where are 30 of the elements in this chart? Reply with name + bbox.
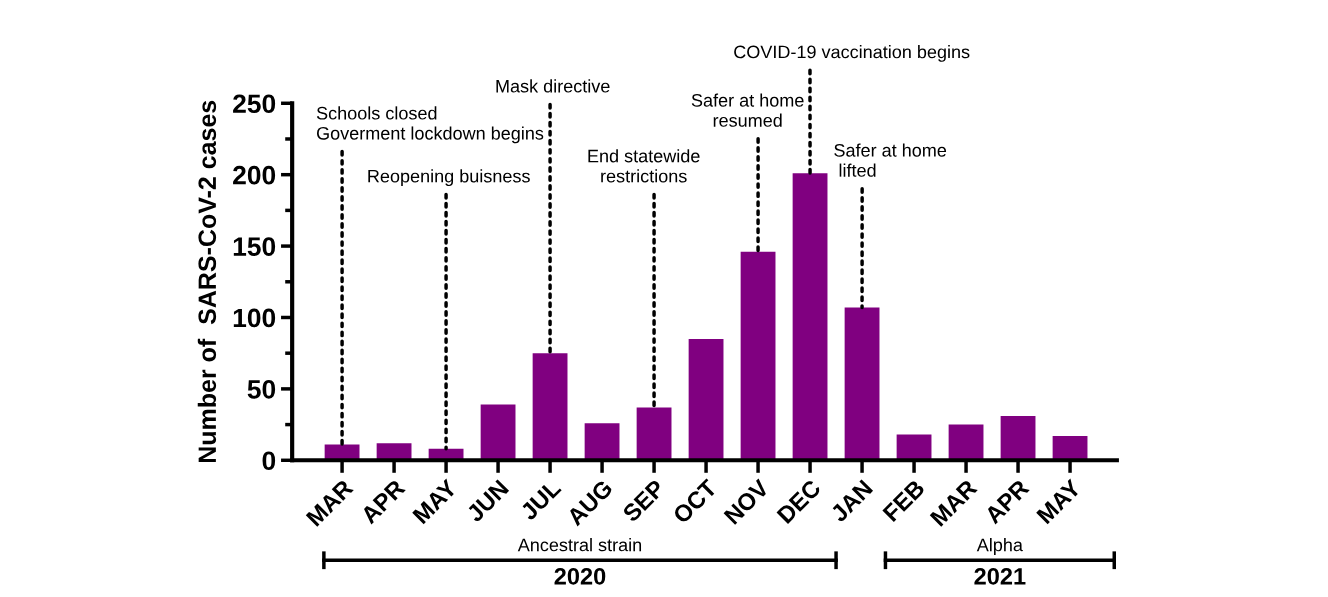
text: Ancestral strain: [517, 538, 642, 552]
annotation: Schools closed Goverment lockdown begins: [316, 106, 544, 144]
text: 2021: [974, 568, 1026, 585]
bar: [584, 423, 620, 461]
bar: [532, 353, 568, 461]
bar: [792, 173, 828, 461]
y-tick-label: 50: [247, 380, 276, 399]
annotation: Safer at home lifted: [834, 143, 947, 177]
text: 2020: [554, 568, 606, 585]
annotation: Safer at home resumed: [691, 93, 804, 127]
y-tick-label: 150: [233, 237, 276, 256]
bar: [948, 424, 984, 461]
annotation: Mask directive: [496, 79, 610, 93]
x-tick-label: JUL: [519, 478, 562, 522]
x-tick-label: SEP: [621, 478, 666, 523]
bar: [1000, 416, 1036, 461]
bar: [740, 251, 776, 461]
annotation: COVID-19 vaccination begins: [734, 45, 970, 62]
annotation: Reopening buisness: [368, 169, 530, 187]
y-tick-label: 0: [262, 451, 276, 471]
y-tick-label: 250: [233, 94, 276, 114]
text: Alpha: [976, 538, 1023, 555]
bar: [480, 404, 516, 461]
bar: [636, 407, 672, 461]
bar: [688, 338, 724, 461]
y-tick-label: 200: [233, 165, 276, 185]
y-tick-label: 100: [233, 308, 276, 328]
annotation: End statewide restrictions: [588, 149, 700, 183]
y-axis-title: Number of SARS-CoV-2 cases: [197, 100, 217, 463]
bar: [844, 307, 880, 461]
